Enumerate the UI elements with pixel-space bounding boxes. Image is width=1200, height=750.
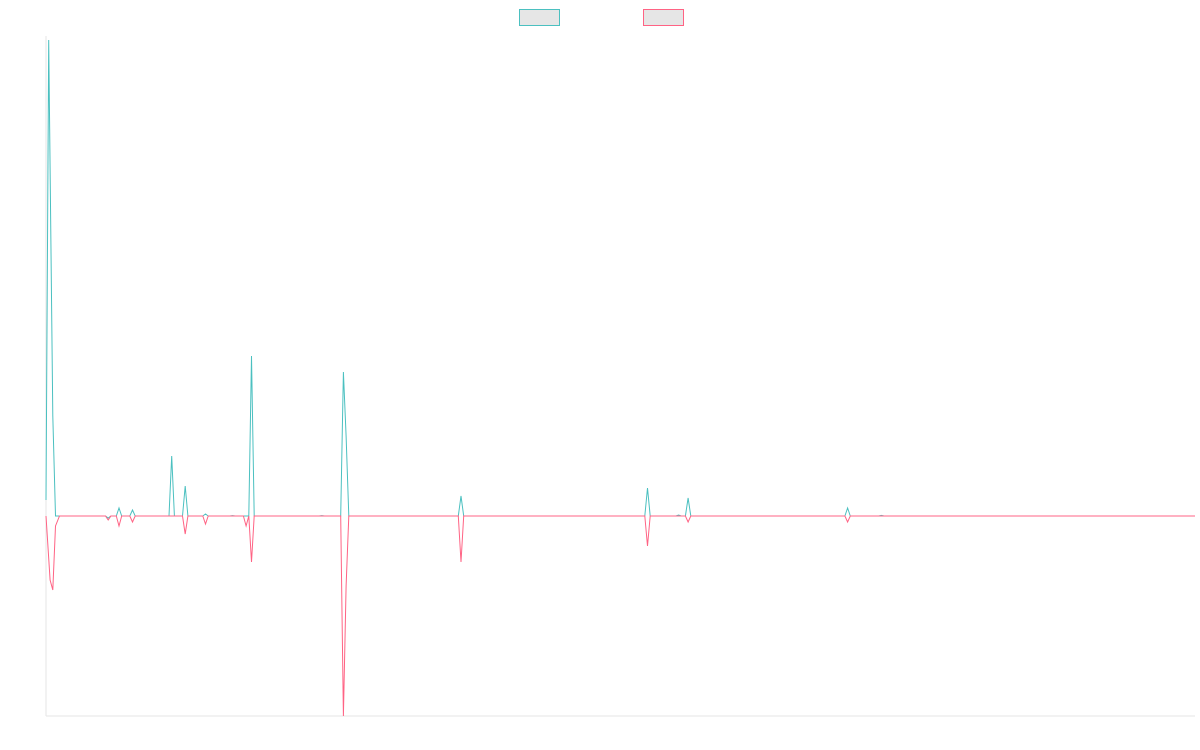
- legend: [519, 9, 684, 26]
- series-line-2: [45, 515, 1195, 717]
- axes: [45, 36, 1195, 717]
- series-line-1: [45, 39, 1195, 519]
- legend-item-1[interactable]: [519, 9, 560, 26]
- legend-swatch: [643, 9, 684, 26]
- plot-area: [45, 39, 1195, 717]
- legend-item-2[interactable]: [643, 9, 684, 26]
- legend-swatch: [519, 9, 560, 26]
